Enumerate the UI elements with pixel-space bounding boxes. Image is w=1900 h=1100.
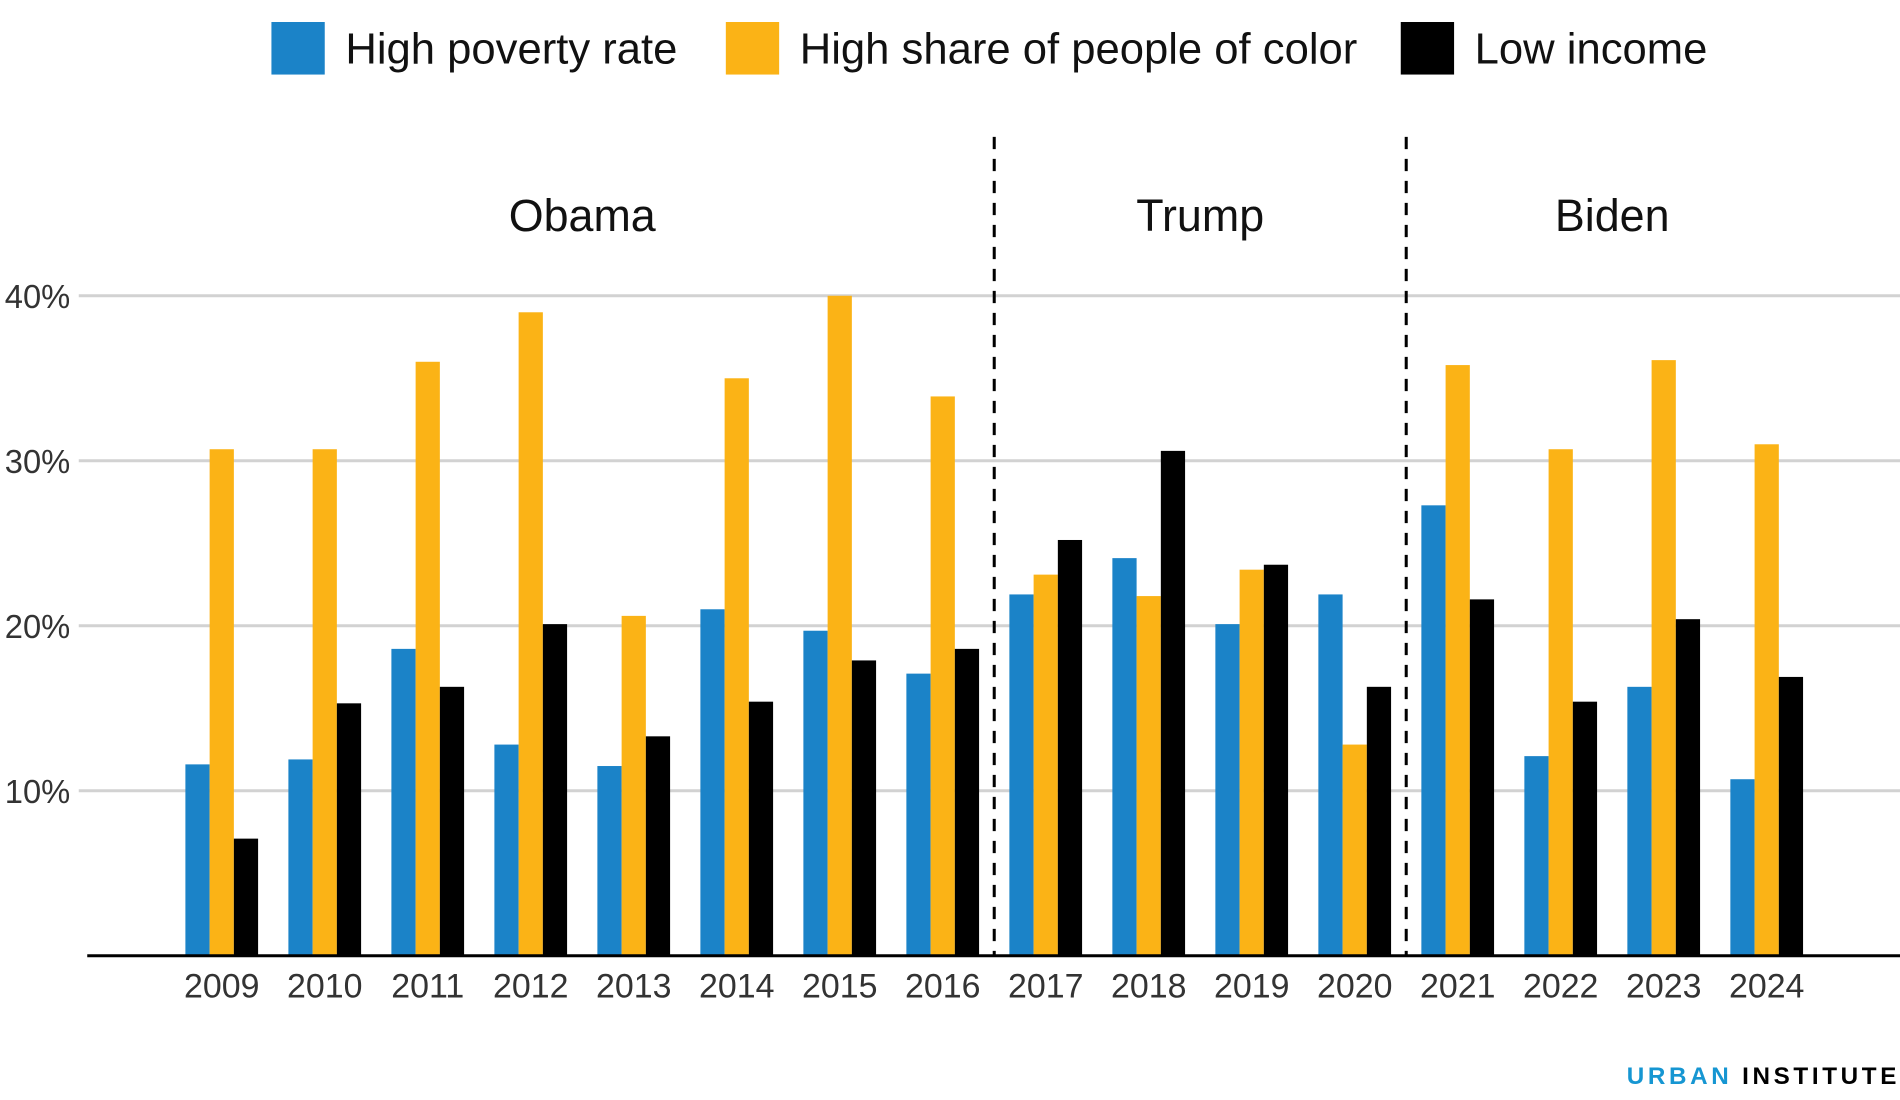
logo-urban: URBAN <box>1627 1063 1733 1090</box>
bar-2021-high-poverty-rate <box>1421 505 1446 956</box>
y-tick-label: 30% <box>5 443 70 480</box>
legend-swatch <box>1400 22 1455 75</box>
x-tick-label: 2020 <box>1317 967 1392 1005</box>
bar-2020-high-share-of-people-of-color <box>1342 744 1367 956</box>
bar-2023-low-income <box>1675 619 1701 956</box>
urban-institute-logo: URBAN INSTITUTE <box>1627 1063 1900 1090</box>
bar-2009-high-share-of-people-of-color <box>209 449 234 956</box>
x-tick-label: 2021 <box>1420 967 1495 1005</box>
bar-2011-high-share-of-people-of-color <box>415 361 440 956</box>
bar-2010-high-share-of-people-of-color <box>312 449 337 956</box>
legend-label: Low income <box>1475 24 1708 73</box>
period-label-obama: Obama <box>509 190 657 241</box>
x-tick-label: 2012 <box>493 967 568 1005</box>
legend-swatch <box>271 22 325 75</box>
bar-2022-high-share-of-people-of-color <box>1548 449 1573 956</box>
bar-2024-high-poverty-rate <box>1730 779 1755 956</box>
bar-2009-low-income <box>233 838 259 956</box>
x-tick-label: 2017 <box>1008 967 1083 1005</box>
legend-label: High poverty rate <box>345 24 677 73</box>
bar-2022-low-income <box>1572 701 1598 956</box>
period-annotations: Obama Trump Biden <box>509 136 1670 956</box>
bar-2021-high-share-of-people-of-color <box>1445 365 1470 956</box>
legend-label: High share of people of color <box>800 24 1358 73</box>
bar-2021-low-income <box>1469 599 1495 956</box>
bar-2018-high-poverty-rate <box>1112 558 1137 956</box>
bars <box>185 295 1804 956</box>
x-tick-label: 2023 <box>1626 967 1701 1005</box>
bar-2020-low-income <box>1366 686 1392 956</box>
y-axis-ticks: 10% 20% 30% 40% <box>5 278 70 810</box>
logo-institute: INSTITUTE <box>1742 1063 1900 1090</box>
bar-2017-high-share-of-people-of-color <box>1033 574 1058 956</box>
y-tick-label: 10% <box>5 773 70 810</box>
bar-2023-high-share-of-people-of-color <box>1651 360 1676 956</box>
bar-2010-high-poverty-rate <box>288 759 313 956</box>
bar-2023-high-poverty-rate <box>1627 686 1652 956</box>
x-tick-label: 2011 <box>391 967 464 1005</box>
x-tick-label: 2024 <box>1729 967 1804 1005</box>
x-tick-label: 2009 <box>184 967 259 1005</box>
bar-2013-high-share-of-people-of-color <box>621 615 646 956</box>
bar-2012-high-share-of-people-of-color <box>518 312 543 956</box>
x-axis-ticks: 2009 2010 2011 2012 2013 2014 2015 2016 2017 2018… <box>184 967 1804 1005</box>
bar-2019-high-poverty-rate <box>1215 624 1240 956</box>
bar-2016-high-poverty-rate <box>906 673 931 956</box>
bar-2012-high-poverty-rate <box>494 744 519 956</box>
x-tick-label: 2015 <box>802 967 877 1005</box>
bar-2012-low-income <box>542 624 568 956</box>
bar-2009-high-poverty-rate <box>185 764 210 956</box>
bar-2018-low-income <box>1160 450 1186 956</box>
x-tick-label: 2013 <box>596 967 671 1005</box>
bar-2011-low-income <box>439 686 465 956</box>
legend: High poverty rate High share of people of… <box>271 22 1707 75</box>
bar-2019-high-share-of-people-of-color <box>1239 569 1264 956</box>
bar-2014-low-income <box>748 701 774 956</box>
x-tick-label: 2016 <box>905 967 980 1005</box>
bar-2016-high-share-of-people-of-color <box>930 396 955 956</box>
y-tick-label: 40% <box>5 278 70 315</box>
bar-2015-high-share-of-people-of-color <box>827 295 852 956</box>
bar-2013-low-income <box>645 736 671 956</box>
bar-2015-high-poverty-rate <box>803 630 828 956</box>
bar-2013-high-poverty-rate <box>597 766 622 956</box>
y-tick-label: 20% <box>5 608 70 645</box>
bar-2014-high-share-of-people-of-color <box>724 378 749 956</box>
legend-swatch <box>725 22 780 75</box>
bar-2014-high-poverty-rate <box>700 609 725 956</box>
bar-2017-low-income <box>1057 539 1083 956</box>
x-tick-label: 2010 <box>287 967 362 1005</box>
x-tick-label: 2018 <box>1111 967 1186 1005</box>
bar-2010-low-income <box>336 703 362 956</box>
bar-2011-high-poverty-rate <box>391 648 416 956</box>
period-label-trump: Trump <box>1136 190 1264 241</box>
bar-2020-high-poverty-rate <box>1318 594 1343 956</box>
period-label-biden: Biden <box>1555 190 1670 241</box>
bar-2017-high-poverty-rate <box>1009 594 1034 956</box>
bar-2019-low-income <box>1263 564 1289 956</box>
x-tick-label: 2019 <box>1214 967 1289 1005</box>
bar-2024-low-income <box>1778 676 1804 956</box>
bar-2022-high-poverty-rate <box>1524 756 1549 956</box>
x-tick-label: 2022 <box>1523 967 1598 1005</box>
bar-2015-low-income <box>851 660 877 956</box>
bar-2018-high-share-of-people-of-color <box>1136 596 1161 956</box>
x-tick-label: 2014 <box>699 967 774 1005</box>
bar-2024-high-share-of-people-of-color <box>1754 444 1779 956</box>
bar-2016-low-income <box>954 648 980 956</box>
